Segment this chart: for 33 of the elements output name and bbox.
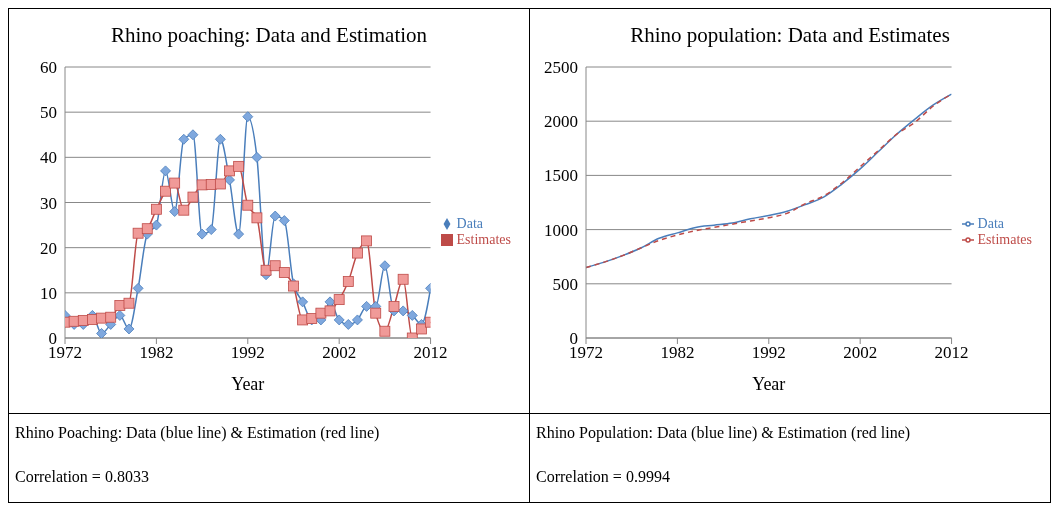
x-axis-title: Year xyxy=(752,374,786,394)
x-tick-label: 2002 xyxy=(322,343,357,363)
text: Correlation = 0.9994 xyxy=(536,468,671,486)
legend-label: Data xyxy=(456,215,483,231)
y-tick-label: 10 xyxy=(40,283,57,303)
x-tick-label: 2002 xyxy=(843,343,878,363)
x-tick-label: 1992 xyxy=(230,343,265,363)
x-tick-label: 1982 xyxy=(660,343,695,363)
x-tick-label: 1982 xyxy=(139,343,174,363)
text: Rhino Population: Data (blue line) & Estimation (red line) xyxy=(536,424,912,442)
legend-label: Estimates xyxy=(456,231,511,247)
y-tick-label: 2500 xyxy=(544,58,578,78)
y-tick-label: 50 xyxy=(40,103,57,123)
text: Rhino Poaching: Data (blue line) & Estimation (red line) xyxy=(15,424,381,442)
y-tick-label: 2000 xyxy=(544,112,578,132)
chart-title: Rhino poaching: Data and Estimation xyxy=(109,22,429,49)
y-tick-label: 1500 xyxy=(544,166,578,186)
text: Correlation = 0.8033 xyxy=(15,468,150,486)
x-tick-label: 2012 xyxy=(413,343,448,363)
x-tick-label: 1972 xyxy=(569,343,603,363)
chart-title: Rhino population: Data and Estimates xyxy=(629,22,951,49)
x-tick-label: 1992 xyxy=(751,343,786,363)
legend-label: Estimates xyxy=(977,231,1032,247)
x-axis-title: Year xyxy=(231,374,265,394)
x-tick-label: 2012 xyxy=(934,343,969,363)
y-tick-label: 20 xyxy=(40,238,57,258)
y-tick-label: 1000 xyxy=(544,220,578,240)
y-tick-label: 500 xyxy=(552,274,578,294)
y-tick-label: 60 xyxy=(40,58,57,78)
y-tick-label: 30 xyxy=(40,193,57,213)
y-tick-label: 40 xyxy=(40,148,57,168)
legend-label: Data xyxy=(977,215,1004,231)
x-tick-label: 1972 xyxy=(48,343,82,363)
